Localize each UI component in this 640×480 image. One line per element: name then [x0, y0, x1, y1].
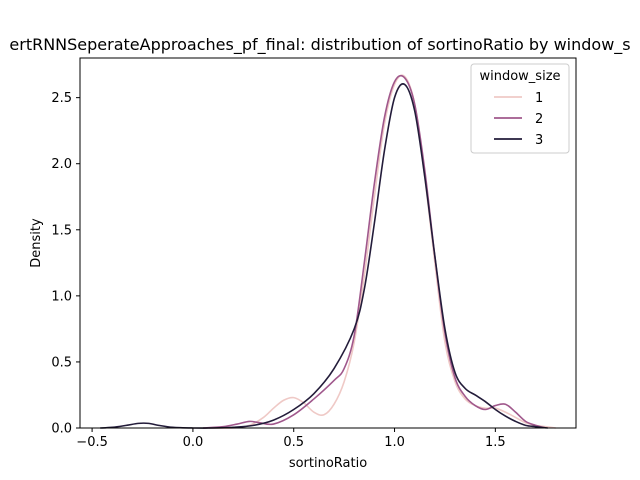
x-ticks: −0.5 0.0 0.5 1.0 1.5: [76, 428, 506, 450]
legend-label-1: 1: [535, 91, 543, 106]
x-tick-label: 0.0: [183, 435, 204, 450]
x-tick-label: 0.5: [283, 435, 304, 450]
x-tick-label: −0.5: [76, 435, 108, 450]
y-tick-label: 0.5: [51, 355, 72, 370]
y-tick-label: 1.5: [51, 223, 72, 238]
y-tick-label: 0.0: [51, 422, 72, 437]
y-tick-label: 2.5: [51, 91, 72, 106]
legend-title: window_size: [479, 69, 560, 84]
y-ticks: 0.0 0.5 1.0 1.5 2.0 2.5: [51, 91, 80, 437]
legend-label-3: 3: [535, 133, 543, 148]
series-line-1: [209, 74, 556, 429]
series-line-3: [100, 83, 548, 429]
legend: window_size 1 2 3: [470, 63, 570, 154]
chart-title: ertRNNSeperateApproaches_pf_final: distr…: [9, 35, 630, 55]
series-layer: [100, 74, 556, 429]
x-axis-label: sortinoRatio: [289, 456, 367, 471]
y-axis-label: Density: [29, 218, 44, 268]
y-tick-label: 2.0: [51, 157, 72, 172]
x-tick-label: 1.0: [384, 435, 405, 450]
axes-frame: [79, 57, 577, 429]
x-tick-label: 1.5: [485, 435, 506, 450]
legend-label-2: 2: [535, 112, 543, 127]
legend-box: [470, 63, 570, 154]
legend-entries: 1 2 3: [494, 91, 543, 148]
y-tick-label: 1.0: [51, 289, 72, 304]
series-line-2: [202, 74, 546, 429]
